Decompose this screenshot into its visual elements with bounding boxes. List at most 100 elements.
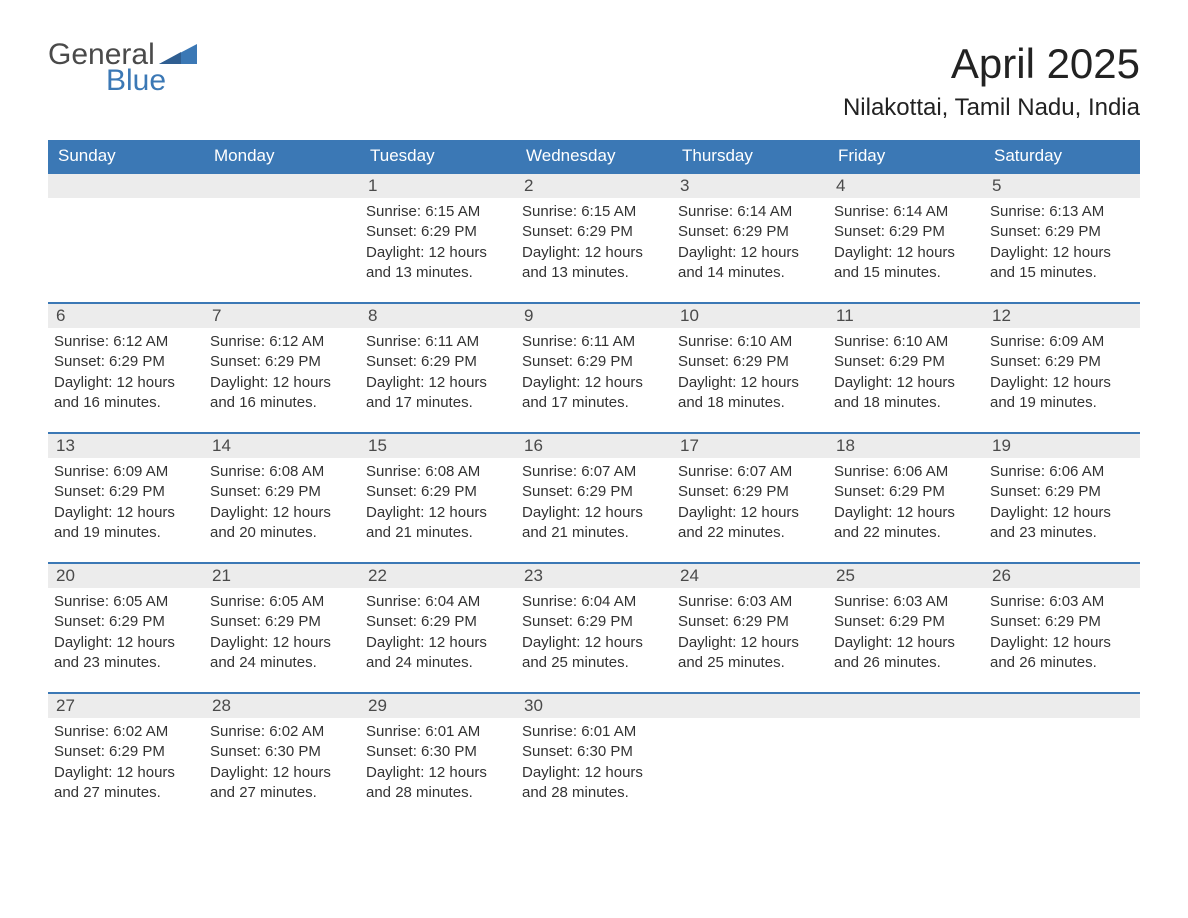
day-number: 10 — [672, 302, 828, 328]
sunset-text: Sunset: 6:30 PM — [366, 742, 508, 762]
sunset-text: Sunset: 6:29 PM — [54, 612, 196, 632]
daylight-text: Daylight: 12 hours and 22 minutes. — [834, 503, 976, 544]
day-number: 4 — [828, 172, 984, 198]
day-details: Sunrise: 6:05 AMSunset: 6:29 PMDaylight:… — [204, 588, 360, 681]
day-number: 25 — [828, 562, 984, 588]
calendar-row: 6Sunrise: 6:12 AMSunset: 6:29 PMDaylight… — [48, 302, 1140, 432]
day-number: 22 — [360, 562, 516, 588]
day-number: 21 — [204, 562, 360, 588]
daylight-text: Daylight: 12 hours and 23 minutes. — [54, 633, 196, 674]
sunset-text: Sunset: 6:29 PM — [678, 612, 820, 632]
weekday-header: Monday — [204, 140, 360, 172]
calendar-cell: 6Sunrise: 6:12 AMSunset: 6:29 PMDaylight… — [48, 302, 204, 432]
sunrise-text: Sunrise: 6:11 AM — [366, 332, 508, 352]
calendar-cell: 13Sunrise: 6:09 AMSunset: 6:29 PMDayligh… — [48, 432, 204, 562]
day-number: 29 — [360, 692, 516, 718]
sunset-text: Sunset: 6:29 PM — [990, 222, 1132, 242]
daylight-text: Daylight: 12 hours and 26 minutes. — [834, 633, 976, 674]
daylight-text: Daylight: 12 hours and 27 minutes. — [54, 763, 196, 804]
day-number: 17 — [672, 432, 828, 458]
daylight-text: Daylight: 12 hours and 17 minutes. — [522, 373, 664, 414]
calendar-cell: 8Sunrise: 6:11 AMSunset: 6:29 PMDaylight… — [360, 302, 516, 432]
weekday-header: Friday — [828, 140, 984, 172]
sunrise-text: Sunrise: 6:03 AM — [678, 592, 820, 612]
day-details: Sunrise: 6:04 AMSunset: 6:29 PMDaylight:… — [516, 588, 672, 681]
sunrise-text: Sunrise: 6:08 AM — [366, 462, 508, 482]
day-number: 3 — [672, 172, 828, 198]
day-details: Sunrise: 6:15 AMSunset: 6:29 PMDaylight:… — [360, 198, 516, 291]
daylight-text: Daylight: 12 hours and 23 minutes. — [990, 503, 1132, 544]
day-details: Sunrise: 6:10 AMSunset: 6:29 PMDaylight:… — [672, 328, 828, 421]
sunrise-text: Sunrise: 6:14 AM — [834, 202, 976, 222]
calendar-cell: 15Sunrise: 6:08 AMSunset: 6:29 PMDayligh… — [360, 432, 516, 562]
day-number: 27 — [48, 692, 204, 718]
sunrise-text: Sunrise: 6:03 AM — [834, 592, 976, 612]
day-details: Sunrise: 6:10 AMSunset: 6:29 PMDaylight:… — [828, 328, 984, 421]
day-details: Sunrise: 6:08 AMSunset: 6:29 PMDaylight:… — [204, 458, 360, 551]
day-number: 16 — [516, 432, 672, 458]
daylight-text: Daylight: 12 hours and 17 minutes. — [366, 373, 508, 414]
day-details: Sunrise: 6:02 AMSunset: 6:30 PMDaylight:… — [204, 718, 360, 811]
day-number: 2 — [516, 172, 672, 198]
daylight-text: Daylight: 12 hours and 16 minutes. — [210, 373, 352, 414]
calendar-cell: 2Sunrise: 6:15 AMSunset: 6:29 PMDaylight… — [516, 172, 672, 302]
daylight-text: Daylight: 12 hours and 15 minutes. — [990, 243, 1132, 284]
title-block: April 2025 Nilakottai, Tamil Nadu, India — [843, 40, 1140, 122]
calendar-row: 20Sunrise: 6:05 AMSunset: 6:29 PMDayligh… — [48, 562, 1140, 692]
calendar-cell: 26Sunrise: 6:03 AMSunset: 6:29 PMDayligh… — [984, 562, 1140, 692]
calendar-cell: 23Sunrise: 6:04 AMSunset: 6:29 PMDayligh… — [516, 562, 672, 692]
day-details: Sunrise: 6:05 AMSunset: 6:29 PMDaylight:… — [48, 588, 204, 681]
sunrise-text: Sunrise: 6:11 AM — [522, 332, 664, 352]
day-details: Sunrise: 6:07 AMSunset: 6:29 PMDaylight:… — [672, 458, 828, 551]
weekday-header: Saturday — [984, 140, 1140, 172]
day-details: Sunrise: 6:11 AMSunset: 6:29 PMDaylight:… — [360, 328, 516, 421]
day-details: Sunrise: 6:01 AMSunset: 6:30 PMDaylight:… — [360, 718, 516, 811]
sunrise-text: Sunrise: 6:01 AM — [522, 722, 664, 742]
calendar-cell: 1Sunrise: 6:15 AMSunset: 6:29 PMDaylight… — [360, 172, 516, 302]
sunrise-text: Sunrise: 6:05 AM — [54, 592, 196, 612]
sunset-text: Sunset: 6:29 PM — [366, 222, 508, 242]
day-details: Sunrise: 6:03 AMSunset: 6:29 PMDaylight:… — [984, 588, 1140, 681]
calendar-cell: 5Sunrise: 6:13 AMSunset: 6:29 PMDaylight… — [984, 172, 1140, 302]
daylight-text: Daylight: 12 hours and 13 minutes. — [522, 243, 664, 284]
day-details: Sunrise: 6:11 AMSunset: 6:29 PMDaylight:… — [516, 328, 672, 421]
daylight-text: Daylight: 12 hours and 25 minutes. — [522, 633, 664, 674]
page-title: April 2025 — [843, 40, 1140, 88]
sunset-text: Sunset: 6:29 PM — [990, 612, 1132, 632]
daylight-text: Daylight: 12 hours and 24 minutes. — [366, 633, 508, 674]
sunset-text: Sunset: 6:29 PM — [54, 482, 196, 502]
calendar-cell: 11Sunrise: 6:10 AMSunset: 6:29 PMDayligh… — [828, 302, 984, 432]
page-subtitle: Nilakottai, Tamil Nadu, India — [843, 94, 1140, 122]
calendar-cell: 14Sunrise: 6:08 AMSunset: 6:29 PMDayligh… — [204, 432, 360, 562]
day-details: Sunrise: 6:06 AMSunset: 6:29 PMDaylight:… — [828, 458, 984, 551]
daylight-text: Daylight: 12 hours and 21 minutes. — [366, 503, 508, 544]
calendar-cell — [48, 172, 204, 302]
sunrise-text: Sunrise: 6:15 AM — [366, 202, 508, 222]
sunrise-text: Sunrise: 6:09 AM — [990, 332, 1132, 352]
day-details: Sunrise: 6:03 AMSunset: 6:29 PMDaylight:… — [672, 588, 828, 681]
daylight-text: Daylight: 12 hours and 21 minutes. — [522, 503, 664, 544]
sunset-text: Sunset: 6:29 PM — [54, 742, 196, 762]
sunset-text: Sunset: 6:29 PM — [522, 482, 664, 502]
sunrise-text: Sunrise: 6:01 AM — [366, 722, 508, 742]
daylight-text: Daylight: 12 hours and 14 minutes. — [678, 243, 820, 284]
day-details: Sunrise: 6:14 AMSunset: 6:29 PMDaylight:… — [672, 198, 828, 291]
calendar-cell: 22Sunrise: 6:04 AMSunset: 6:29 PMDayligh… — [360, 562, 516, 692]
day-number: 20 — [48, 562, 204, 588]
sunset-text: Sunset: 6:29 PM — [522, 222, 664, 242]
sunset-text: Sunset: 6:30 PM — [522, 742, 664, 762]
sunset-text: Sunset: 6:30 PM — [210, 742, 352, 762]
sunset-text: Sunset: 6:29 PM — [366, 612, 508, 632]
weekday-header-row: Sunday Monday Tuesday Wednesday Thursday… — [48, 140, 1140, 172]
day-details: Sunrise: 6:14 AMSunset: 6:29 PMDaylight:… — [828, 198, 984, 291]
sunrise-text: Sunrise: 6:13 AM — [990, 202, 1132, 222]
calendar-cell: 4Sunrise: 6:14 AMSunset: 6:29 PMDaylight… — [828, 172, 984, 302]
sunset-text: Sunset: 6:29 PM — [210, 482, 352, 502]
day-details: Sunrise: 6:09 AMSunset: 6:29 PMDaylight:… — [984, 328, 1140, 421]
daylight-text: Daylight: 12 hours and 16 minutes. — [54, 373, 196, 414]
daylight-text: Daylight: 12 hours and 19 minutes. — [990, 373, 1132, 414]
sunset-text: Sunset: 6:29 PM — [990, 352, 1132, 372]
day-number: 13 — [48, 432, 204, 458]
day-number — [828, 692, 984, 718]
day-number: 15 — [360, 432, 516, 458]
